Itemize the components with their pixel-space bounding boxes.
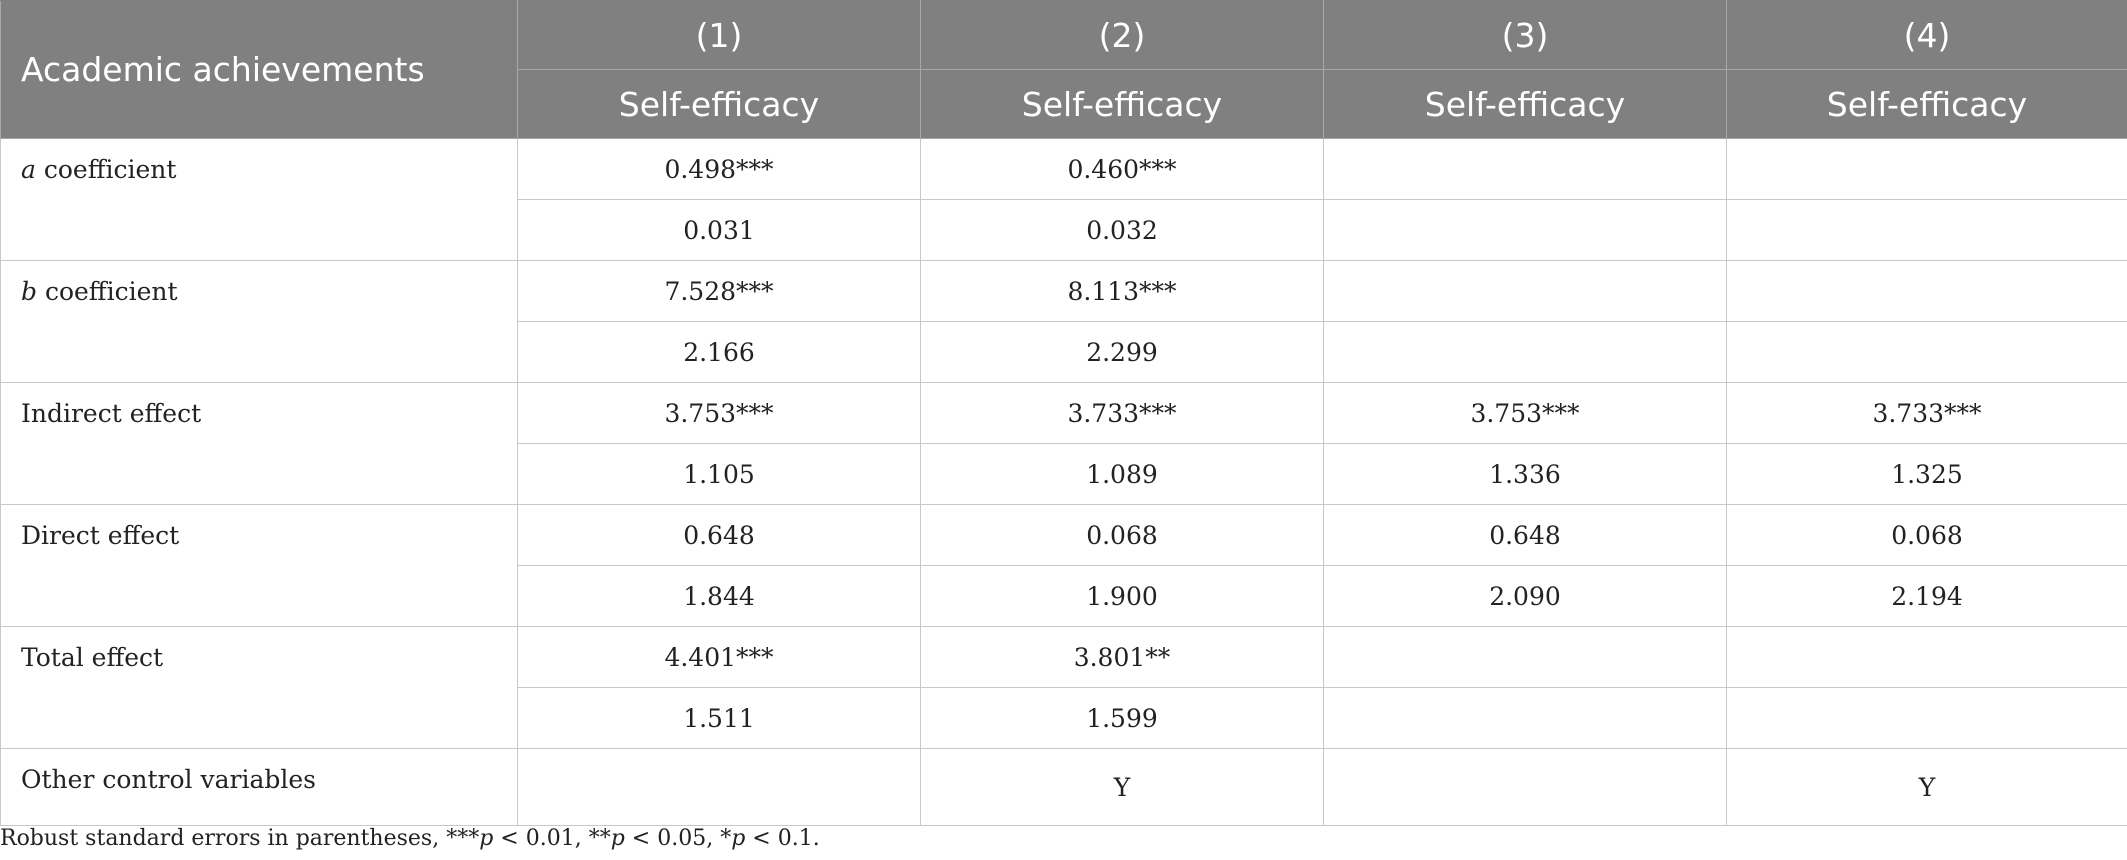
cell-coef: 0.498*** xyxy=(517,138,921,200)
cell-se: 1.325 xyxy=(1726,443,2127,505)
col-header-dep-2: Self-efficacy xyxy=(920,69,1324,139)
table-row: 1.511 1.599 xyxy=(1,687,2127,749)
col-header-num-2: (2) xyxy=(920,0,1324,70)
cell-coef: 0.068 xyxy=(1726,504,2127,566)
cell-coef xyxy=(1726,260,2127,322)
cell-coef: 0.460*** xyxy=(920,138,1324,200)
cell-se xyxy=(1726,321,2127,383)
cell-se: 1.900 xyxy=(920,565,1324,627)
row-label-indirect-effect: Indirect effect xyxy=(0,382,518,505)
col-header-num-4: (4) xyxy=(1726,0,2127,70)
cell-control: Y xyxy=(1726,748,2127,826)
col-header-num-3: (3) xyxy=(1323,0,1727,70)
cell-coef: 0.068 xyxy=(920,504,1324,566)
col-header-num-1: (1) xyxy=(517,0,921,70)
table-row: b coefficient 7.528*** 8.113*** xyxy=(0,260,2127,383)
row-label-b-coefficient: b coefficient xyxy=(0,260,518,383)
cell-se: 1.105 xyxy=(517,443,921,505)
cell-se: 0.031 xyxy=(517,199,921,261)
cell-coef: 0.648 xyxy=(517,504,921,566)
cell-se xyxy=(1323,321,1727,383)
cell-coef: 3.753*** xyxy=(517,382,921,444)
cell-se xyxy=(1726,199,2127,261)
cell-control xyxy=(517,748,921,826)
row-label-rest: coefficient xyxy=(37,277,178,306)
cell-se xyxy=(1323,687,1727,749)
col-header-dep-1: Self-efficacy xyxy=(517,69,921,139)
cell-coef: 3.801** xyxy=(920,626,1324,688)
footnote-p3: p xyxy=(731,826,746,851)
cell-se: 2.194 xyxy=(1726,565,2127,627)
cell-control: Y xyxy=(920,748,1324,826)
cell-coef: 3.753*** xyxy=(1323,382,1727,444)
footnote-prefix: Robust standard errors in parentheses, *… xyxy=(0,826,480,851)
cell-se: 2.299 xyxy=(920,321,1324,383)
cell-coef: 7.528*** xyxy=(517,260,921,322)
footnote-p2: p xyxy=(610,826,625,851)
cell-se: 1.336 xyxy=(1323,443,1727,505)
cell-se: 2.090 xyxy=(1323,565,1727,627)
header-corner-label: Academic achievements xyxy=(0,0,518,139)
row-label-a-coefficient: a coefficient xyxy=(0,138,518,261)
header-row-dependent: Self-efficacy Self-efficacy Self-efficac… xyxy=(1,69,2127,139)
table-row: 2.166 2.299 xyxy=(1,321,2127,383)
cell-coef: 3.733*** xyxy=(1726,382,2127,444)
col-header-dep-3: Self-efficacy xyxy=(1323,69,1727,139)
results-table: Academic achievements (1) (2) (3) (4) Se… xyxy=(0,0,2127,826)
footnote-p1: p xyxy=(479,826,494,851)
table-row: Other control variables Y Y xyxy=(0,748,2127,826)
footnote-t1: < 0.01, ** xyxy=(493,826,611,851)
cell-coef xyxy=(1726,138,2127,200)
footnote-t3: < 0.1. xyxy=(745,826,820,851)
cell-se: 2.166 xyxy=(517,321,921,383)
table-row: a coefficient 0.498*** 0.460*** xyxy=(0,138,2127,261)
cell-se: 1.599 xyxy=(920,687,1324,749)
cell-coef: 8.113*** xyxy=(920,260,1324,322)
table-row: Direct effect 0.648 0.068 0.648 0.068 xyxy=(0,504,2127,627)
table-row: 0.031 0.032 xyxy=(1,199,2127,261)
footnote-t2: < 0.05, * xyxy=(624,826,732,851)
row-label-italic: a xyxy=(21,155,36,184)
cell-control xyxy=(1323,748,1727,826)
cell-se: 1.089 xyxy=(920,443,1324,505)
cell-coef: 0.648 xyxy=(1323,504,1727,566)
cell-coef xyxy=(1323,138,1727,200)
row-label-rest: coefficient xyxy=(35,155,177,184)
cell-se xyxy=(1726,687,2127,749)
cell-se: 1.511 xyxy=(517,687,921,749)
cell-se: 0.032 xyxy=(920,199,1324,261)
cell-se xyxy=(1323,199,1727,261)
cell-coef xyxy=(1726,626,2127,688)
cell-coef xyxy=(1323,626,1727,688)
table-row: Indirect effect 3.753*** 3.733*** 3.753*… xyxy=(0,382,2127,505)
table-row: Total effect 4.401*** 3.801** xyxy=(0,626,2127,749)
cell-coef: 3.733*** xyxy=(920,382,1324,444)
table-row: 1.844 1.900 2.090 2.194 xyxy=(1,565,2127,627)
cell-coef: 4.401*** xyxy=(517,626,921,688)
row-label-italic: b xyxy=(21,277,38,306)
row-label-other-controls: Other control variables xyxy=(0,748,518,826)
header-row-numbers: Academic achievements (1) (2) (3) (4) xyxy=(0,0,2127,139)
col-header-dep-4: Self-efficacy xyxy=(1726,69,2127,139)
cell-se: 1.844 xyxy=(517,565,921,627)
table-footnote: Robust standard errors in parentheses, *… xyxy=(0,826,820,851)
row-label-direct-effect: Direct effect xyxy=(0,504,518,627)
row-label-total-effect: Total effect xyxy=(0,626,518,749)
cell-coef xyxy=(1323,260,1727,322)
